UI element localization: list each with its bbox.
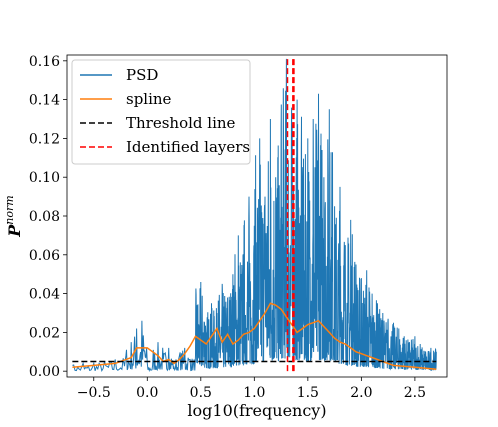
- series-group: [72, 58, 437, 373]
- x-tick-label: 1.5: [297, 385, 319, 401]
- y-tick-label: 0.08: [29, 209, 60, 225]
- psd-line: [72, 58, 437, 373]
- y-tick-label: 0.10: [29, 170, 60, 186]
- y-axis-label: Pnorm: [3, 195, 24, 237]
- y-tick-label: 0.16: [29, 54, 60, 70]
- x-tick-label: 2.5: [404, 385, 426, 401]
- x-tick-label: 0.5: [190, 385, 212, 401]
- legend-label-1: spline: [126, 90, 172, 108]
- x-tick-label: 0.0: [136, 385, 158, 401]
- spline-line: [72, 302, 437, 370]
- x-tick-label: −0.5: [77, 385, 111, 401]
- plot-area: [72, 58, 437, 373]
- axis-ticks: −0.5 0.0 0.5 1.0 1.5 2.0 2.5 0.00 0.02 0.04 0.06 0.…: [29, 54, 426, 401]
- y-tick-label: 0.04: [29, 287, 60, 303]
- y-tick-label: 0.12: [29, 131, 60, 147]
- y-axis-label-main: P: [5, 224, 24, 238]
- legend: PSD spline Threshold line Identified layers: [71, 59, 251, 165]
- y-axis-label-superscript: norm: [3, 195, 16, 224]
- y-tick-label: 0.00: [29, 364, 60, 380]
- legend-label-0: PSD: [126, 66, 158, 84]
- y-tick-label: 0.06: [29, 248, 60, 264]
- legend-label-3: Identified layers: [126, 138, 250, 156]
- x-axis-label: log10(frequency): [187, 401, 326, 420]
- legend-box: [71, 59, 251, 165]
- legend-label-2: Threshold line: [126, 114, 236, 132]
- x-tick-label: 2.0: [350, 385, 372, 401]
- x-tick-label: 1.0: [243, 385, 265, 401]
- y-tick-label: 0.14: [29, 93, 60, 109]
- y-tick-label: 0.02: [29, 325, 60, 341]
